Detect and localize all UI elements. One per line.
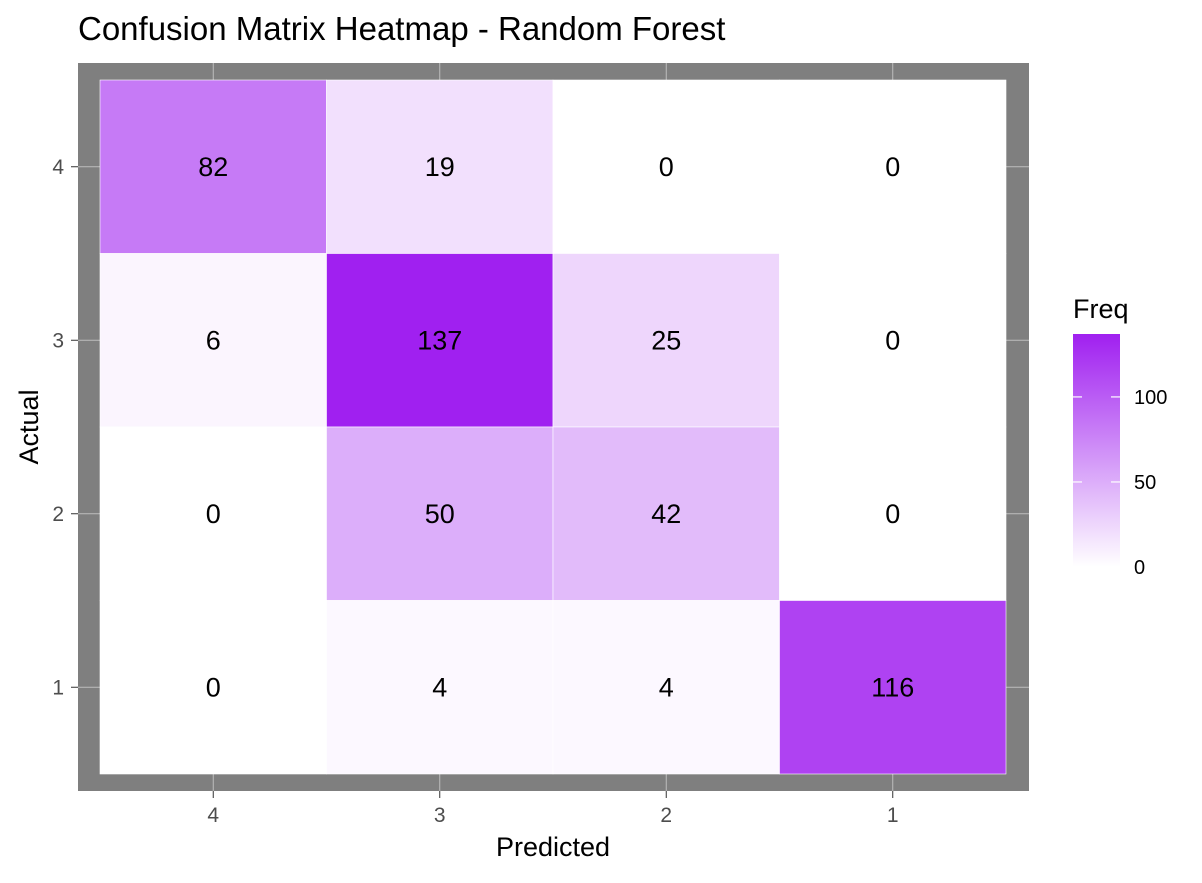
heatmap-cell [326, 79, 554, 254]
cell-value-label: 0 [659, 152, 674, 182]
x-axis: 4 3 2 1 [207, 791, 899, 827]
legend-colorbar [1073, 334, 1120, 567]
cell-value-label: 25 [651, 325, 681, 355]
heatmap-cell [779, 426, 1007, 601]
heatmap-cell [779, 253, 1007, 428]
cell-value-label: 6 [206, 325, 221, 355]
heatmap-cell [99, 426, 327, 601]
y-tick-label: 1 [52, 676, 64, 699]
heatmap-cell [552, 79, 780, 254]
cell-value-label: 82 [198, 152, 228, 182]
y-axis-title: Actual [14, 389, 44, 464]
x-tick-label: 4 [207, 804, 219, 827]
cell-value-label: 0 [885, 152, 900, 182]
cell-value-label: 19 [425, 152, 455, 182]
heatmap-cell [552, 600, 780, 775]
cell-value-label: 116 [871, 672, 914, 702]
heatmap-cell [99, 79, 327, 254]
heatmap-cell [779, 600, 1007, 775]
y-axis: 4 3 2 1 [52, 156, 78, 699]
cell-value-label: 4 [432, 672, 447, 702]
cell-value-label: 0 [206, 499, 221, 529]
heatmap-cell [99, 253, 327, 428]
legend-tick-label: 50 [1134, 472, 1156, 494]
cell-value-label: 0 [206, 672, 221, 702]
cell-value-label: 42 [651, 499, 681, 529]
heatmap-cell [326, 426, 554, 601]
cell-value-label: 4 [659, 672, 674, 702]
x-tick-label: 2 [660, 804, 672, 827]
legend: Freq 0 50 100 [1073, 294, 1167, 579]
y-tick-label: 2 [52, 503, 64, 526]
chart-title: Confusion Matrix Heatmap - Random Forest [78, 10, 725, 47]
cell-value-label: 0 [885, 325, 900, 355]
x-tick-label: 1 [887, 804, 899, 827]
legend-tick-label: 100 [1134, 387, 1167, 409]
heatmap-cell [326, 600, 554, 775]
legend-title: Freq [1073, 294, 1129, 324]
cell-value-label: 50 [425, 499, 455, 529]
legend-ticks: 0 50 100 [1073, 387, 1167, 579]
legend-tick-label: 0 [1134, 557, 1145, 579]
heatmap-cell [779, 79, 1007, 254]
cell-value-label: 137 [417, 325, 462, 355]
heatmap-cell [326, 253, 554, 428]
y-tick-label: 4 [52, 156, 64, 179]
heatmap-cell [552, 426, 780, 601]
x-tick-label: 3 [434, 804, 446, 827]
cell-labels: 82 19 0 0 6 137 25 0 0 50 42 0 0 4 4 116 [198, 152, 914, 703]
heatmap-cell [552, 253, 780, 428]
cell-value-label: 0 [885, 499, 900, 529]
heatmap-cell [99, 600, 327, 775]
x-axis-title: Predicted [496, 832, 610, 862]
y-tick-label: 3 [52, 329, 64, 352]
heatmap-cells [99, 79, 1007, 775]
